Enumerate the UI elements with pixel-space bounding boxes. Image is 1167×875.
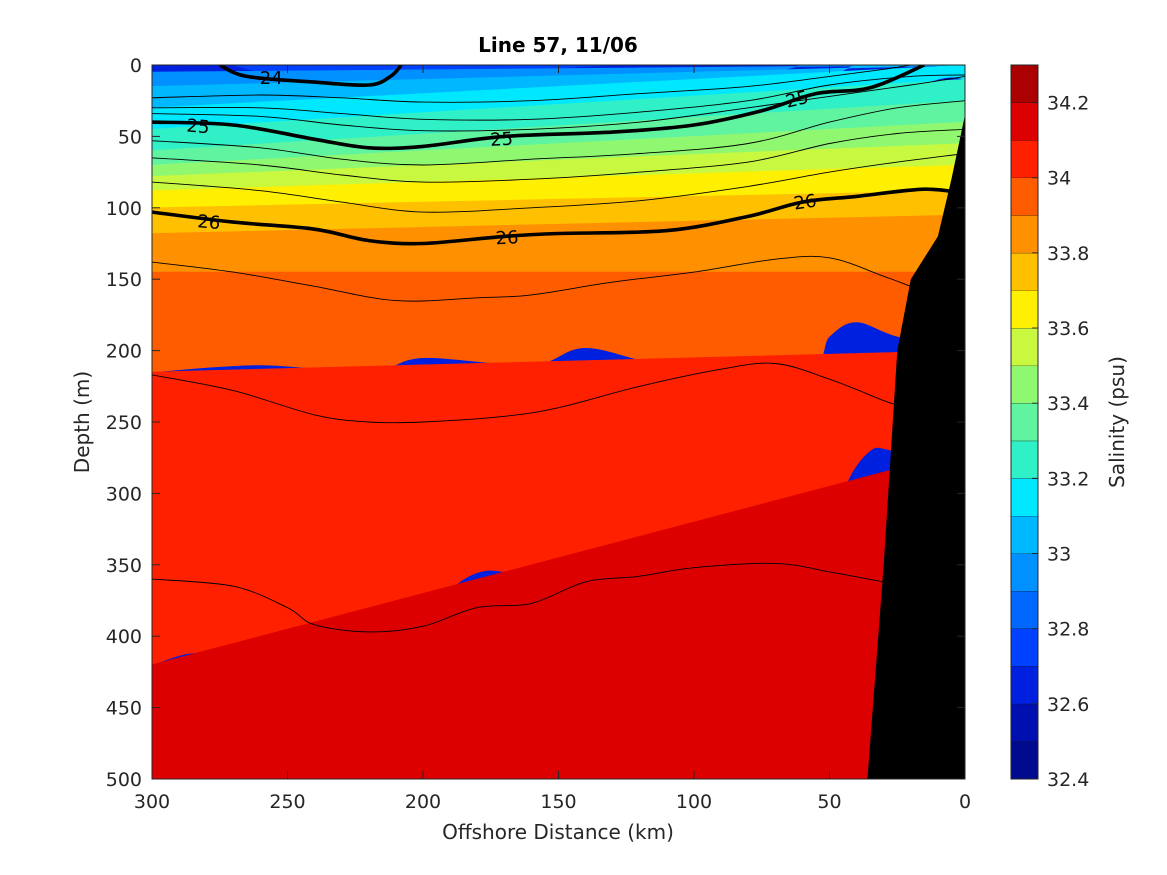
salinity-fill-layer [152, 65, 965, 779]
colorbar-tick-label: 32.8 [1047, 619, 1089, 641]
isopycnal-layer [152, 65, 965, 633]
colorbar-swatch-5 [1011, 553, 1038, 592]
colorbar-swatch-8 [1011, 440, 1038, 479]
contour-label-5: 26 [495, 227, 519, 249]
colorbar-swatch-6 [1011, 515, 1038, 554]
colorbar-swatch-11 [1011, 328, 1038, 366]
x-tick-label: 200 [405, 791, 441, 813]
colorbar-tick-label: 33.4 [1047, 393, 1089, 415]
y-tick-label: 150 [106, 269, 142, 291]
colorbar-swatch-13 [1011, 252, 1038, 291]
colorbar-tick-label: 33.8 [1047, 243, 1089, 265]
colorbar-label: Salinity (psu) [1105, 356, 1129, 488]
colorbar-swatch-15 [1011, 177, 1038, 216]
y-axis-label: Depth (m) [70, 371, 94, 473]
y-tick-label: 500 [106, 769, 142, 791]
y-axis-ticks: 0 50 100 150 200 250 300 350 400 450 500 [106, 55, 965, 791]
colorbar-swatch-7 [1011, 478, 1038, 516]
contour-label-text: 26 [495, 227, 519, 249]
colorbar-swatch-2 [1011, 666, 1038, 704]
contour-label-1: 25 [186, 115, 211, 138]
x-tick-label: 100 [676, 791, 712, 813]
y-tick-label: 400 [106, 626, 142, 648]
x-tick-label: 150 [540, 791, 576, 813]
isopycnal-25.75 [152, 153, 965, 213]
colorbar-tick-label: 33 [1047, 544, 1071, 566]
chart-title: Line 57, 11/06 [478, 33, 638, 57]
colorbar-ticks: 32.4 32.6 32.8 33 33.2 33.4 33.6 33.8 34 34.2 [1032, 93, 1089, 791]
colorbar-frame [1010, 64, 1039, 780]
colorbar-swatch-3 [1011, 628, 1038, 667]
isopycnal-25.25 [152, 100, 965, 166]
x-tick-label: 250 [269, 791, 305, 813]
contour-label-text: 24 [260, 68, 283, 89]
isopycnal-25 [152, 65, 926, 151]
contour-label-6: 26 [792, 191, 818, 215]
colorbar-swatch-1 [1011, 703, 1038, 742]
colorbar-tick-label: 33.6 [1047, 318, 1089, 340]
contour-label-text: 25 [186, 115, 211, 138]
colorbar-tick-label: 32.6 [1047, 694, 1089, 716]
contour-label-2: 25 [490, 129, 514, 151]
x-tick-label: 50 [817, 791, 841, 813]
x-tick-label: 0 [959, 791, 971, 813]
isopycnal-26 [152, 187, 965, 246]
y-tick-label: 0 [130, 55, 142, 77]
isopycnal-26.25 [152, 255, 911, 302]
y-tick-label: 50 [118, 126, 142, 148]
colorbar-tick-label: 32.4 [1047, 769, 1089, 791]
colorbar-tick-label: 34.2 [1047, 93, 1089, 115]
contour-label-text: 25 [490, 129, 514, 151]
colorbar-swatch-10 [1011, 365, 1038, 404]
contour-label-0: 24 [260, 68, 283, 89]
y-tick-label: 250 [106, 412, 142, 434]
colorbar-swatch-16 [1011, 140, 1038, 178]
colorbar-swatch-17 [1011, 102, 1038, 141]
y-tick-label: 100 [106, 198, 142, 220]
x-axis-ticks: 300 250 200 150 100 50 0 [134, 65, 971, 813]
colorbar-swatch-18 [1011, 65, 1038, 103]
colorbar [1011, 65, 1038, 779]
y-tick-label: 350 [106, 555, 142, 577]
contour-label-4: 26 [197, 211, 222, 234]
colorbar-swatch-14 [1011, 215, 1038, 253]
x-tick-label: 300 [134, 791, 170, 813]
y-tick-label: 200 [106, 341, 142, 363]
isopycnal-26.75 [152, 562, 884, 633]
isopycnal-25.5 [152, 128, 965, 183]
colorbar-tick-label: 33.2 [1047, 468, 1089, 490]
contour-label-text: 26 [197, 211, 222, 234]
y-tick-label: 450 [106, 698, 142, 720]
isopycnal-24.85 [152, 75, 965, 132]
x-axis-label: Offshore Distance (km) [442, 820, 674, 844]
salinity-band-14 [152, 450, 965, 779]
colorbar-swatch-4 [1011, 591, 1038, 629]
isopycnal-24.75 [152, 74, 965, 121]
seafloor-layer [867, 115, 965, 779]
colorbar-swatch-0 [1011, 741, 1038, 779]
isopycnal-26.5 [152, 362, 898, 424]
colorbar-swatch-12 [1011, 290, 1038, 329]
colorbar-tick-label: 34 [1047, 168, 1071, 190]
colorbar-swatch-9 [1011, 403, 1038, 441]
isopycnal-24.5 [152, 65, 911, 103]
seafloor-bathymetry [867, 115, 965, 779]
isopycnal-24 [218, 65, 403, 87]
contour-label-text: 26 [792, 191, 818, 215]
y-tick-label: 300 [106, 483, 142, 505]
